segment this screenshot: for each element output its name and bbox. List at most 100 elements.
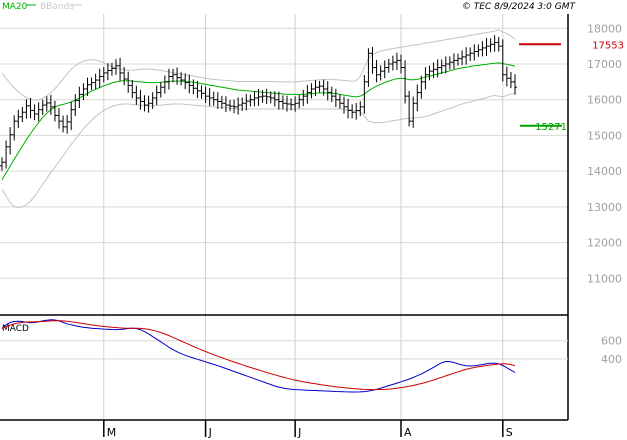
price-bar <box>386 58 391 73</box>
price-bar <box>240 97 245 111</box>
price-bar <box>236 97 241 115</box>
price-plot-area <box>0 14 568 314</box>
price-bar <box>65 115 70 134</box>
price-bar <box>411 96 416 128</box>
price-bar <box>146 95 151 113</box>
price-levels: 17553 15271 <box>519 40 624 133</box>
price-bar <box>492 35 497 52</box>
price-bar <box>268 91 273 104</box>
price-bar <box>460 50 465 66</box>
price-y-tick-label: 16000 <box>587 94 622 107</box>
price-bar <box>431 62 436 78</box>
price-bar <box>89 77 94 90</box>
price-gridlines <box>0 14 568 420</box>
chart-credit: © TEC 8/9/2024 3:0 GMT <box>462 2 577 12</box>
price-bar <box>325 81 330 101</box>
price-bar <box>28 97 33 119</box>
price-bar <box>73 94 78 116</box>
price-bar <box>260 90 265 103</box>
price-bar <box>32 104 37 120</box>
price-bar <box>207 88 212 107</box>
price-bar <box>366 48 371 87</box>
price-bar <box>252 91 257 107</box>
price-bar <box>309 83 314 99</box>
price-bar <box>0 157 4 171</box>
price-bar <box>187 74 192 94</box>
price-bar <box>154 85 159 105</box>
price-bar <box>427 65 432 81</box>
price-bar <box>293 96 298 112</box>
price-bar <box>203 86 208 103</box>
price-bar <box>183 73 188 90</box>
price-bar <box>403 60 408 104</box>
price-bar <box>468 47 473 61</box>
price-bar <box>272 91 277 107</box>
price-bar <box>439 59 444 74</box>
price-y-tick-label: 17000 <box>587 58 622 71</box>
price-bar <box>508 72 513 89</box>
macd-series <box>1 319 516 393</box>
price-bar <box>354 102 359 120</box>
price-bar <box>301 89 306 107</box>
price-bar <box>346 98 351 119</box>
macd-signal-line <box>1 320 516 391</box>
price-bar <box>20 107 25 123</box>
price-bar <box>81 83 86 101</box>
price-bar <box>443 56 448 74</box>
price-bar <box>142 95 147 112</box>
price-bar <box>451 53 456 70</box>
price-bar <box>370 46 375 74</box>
price-y-tick-label: 15000 <box>587 129 622 142</box>
price-bar <box>513 74 517 95</box>
price-bar <box>435 59 440 78</box>
price-bar <box>199 85 204 99</box>
bband-upper-line <box>1 29 516 101</box>
price-bar <box>280 95 285 110</box>
x-tick-label: S <box>506 426 513 439</box>
x-tick-label: A <box>404 426 412 439</box>
price-bar <box>447 56 452 70</box>
price-bar <box>179 72 184 86</box>
price-bar <box>12 115 17 141</box>
level-label: 17553 <box>592 40 624 51</box>
price-bar <box>138 89 143 110</box>
price-bar <box>407 90 412 127</box>
price-bar <box>342 96 346 114</box>
price-y-tick-label: 14000 <box>587 165 622 178</box>
price-bar <box>24 99 29 119</box>
price-bar <box>69 101 74 131</box>
price-bar <box>415 84 420 112</box>
price-bar <box>358 101 363 116</box>
price-bar <box>175 67 180 85</box>
price-bar <box>134 85 139 105</box>
legend-ma20-label: MA20 <box>2 2 28 12</box>
price-y-tick-label: 12000 <box>587 237 622 250</box>
price-bar <box>215 92 220 110</box>
macd-gridlines <box>0 340 568 360</box>
price-bar <box>61 115 66 133</box>
price-bar <box>317 80 322 93</box>
price-bar <box>248 94 253 107</box>
price-bar <box>52 100 57 122</box>
price-bar <box>150 92 155 109</box>
price-bar <box>394 52 399 71</box>
price-bar <box>374 59 379 83</box>
bollinger-bands <box>1 29 516 209</box>
price-bar <box>488 38 493 53</box>
price-bar <box>77 86 82 109</box>
price-bar <box>419 75 424 99</box>
price-bar <box>109 62 114 76</box>
price-bar <box>219 95 224 109</box>
price-bar <box>476 44 481 57</box>
price-bar <box>264 88 269 105</box>
price-bar <box>166 68 171 90</box>
price-bar <box>244 94 249 111</box>
x-tick-label: J <box>297 426 301 439</box>
price-bar <box>118 57 123 81</box>
price-bar <box>496 37 501 52</box>
price-bar <box>337 94 342 109</box>
price-bar <box>232 99 237 114</box>
price-bar <box>423 67 428 90</box>
